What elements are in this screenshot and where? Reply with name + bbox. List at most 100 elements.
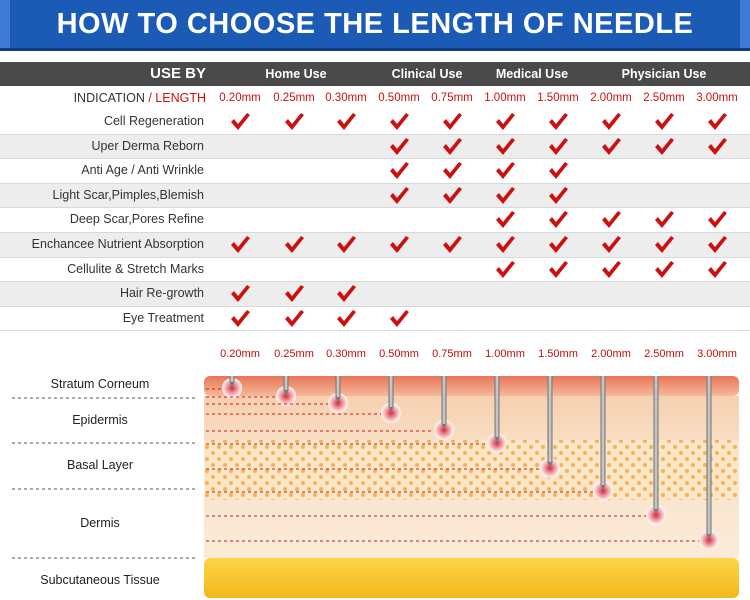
row-divider (0, 182, 750, 184)
layer-dividers (12, 397, 196, 559)
needle-tip (229, 382, 235, 388)
check-icon (653, 136, 675, 158)
indication-label: Deep Scar,Pores Refine (69, 212, 204, 227)
check-icon (229, 234, 251, 256)
check-icon (229, 111, 251, 133)
check-icon (653, 234, 675, 256)
check-icon (388, 160, 410, 182)
group-physician-use: Physician Use (621, 67, 707, 81)
needle-length-label: 1.00mm (485, 348, 525, 360)
needle-icon (206, 376, 719, 550)
needle-tip (441, 424, 447, 430)
check-icon (547, 259, 569, 281)
indication-label: Cellulite & Stretch Marks (67, 261, 204, 276)
check-icon (441, 160, 463, 182)
check-icon (229, 308, 251, 330)
check-icon (388, 111, 410, 133)
check-icon (547, 160, 569, 182)
check-icon (283, 308, 305, 330)
check-icon (653, 259, 675, 281)
check-icon (547, 111, 569, 133)
check-icon (547, 136, 569, 158)
needle-tip (600, 485, 606, 491)
row-divider (0, 330, 750, 332)
row-divider (0, 207, 750, 209)
check-icon (600, 136, 622, 158)
indication-length-row: INDICATION / LENGTH 0.20mm 0.25mm 0.30mm 0.… (0, 88, 750, 109)
check-icon (335, 234, 357, 256)
check-icon (229, 283, 251, 305)
check-icon (335, 283, 357, 305)
check-icon (283, 234, 305, 256)
check-icon (335, 111, 357, 133)
check-icon (547, 185, 569, 207)
needle-length-label: 0.20mm (220, 348, 260, 360)
check-icon (388, 234, 410, 256)
group-medical-use: Medical Use (495, 67, 569, 81)
needle-shaft (494, 376, 500, 437)
needle-icon (206, 376, 242, 398)
needle-icon (206, 376, 560, 478)
layer-label-epidermis: Epidermis (72, 413, 128, 427)
needle-icon (206, 376, 348, 413)
group-clinical-use: Clinical Use (391, 67, 463, 81)
indication-label: Eye Treatment (122, 310, 204, 325)
length-header: 2.50mm (643, 92, 685, 104)
table-header: USE BY Home Use Clinical Use Medical Use… (0, 62, 750, 86)
check-icon (494, 160, 516, 182)
epidermis-layer (204, 396, 739, 440)
check-icon (706, 209, 728, 231)
check-icon (494, 209, 516, 231)
needle-length-label: 0.50mm (379, 348, 419, 360)
layer-label-dermis: Dermis (80, 516, 120, 530)
length-header: 0.50mm (378, 92, 420, 104)
length-header: 2.00mm (590, 92, 632, 104)
table-row: Eye Treatment (0, 307, 750, 331)
needle-tip (335, 397, 341, 403)
layer-label-basal-layer: Basal Layer (66, 458, 133, 472)
needle-shaft (600, 376, 606, 485)
check-icon (653, 209, 675, 231)
needle-icon (206, 376, 666, 525)
page-title: HOW TO CHOOSE THE LENGTH OF NEEDLE (56, 7, 694, 40)
table-row: Light Scar,Pimples,Blemish (0, 183, 750, 208)
subcutaneous-layer (204, 558, 739, 598)
length-label: LENGTH (155, 91, 206, 105)
table-row: Enchancee Nutrient Absorption (0, 233, 750, 257)
needle-length-label: 1.50mm (538, 348, 578, 360)
row-divider (0, 305, 750, 307)
check-icon (335, 308, 357, 330)
skin-layers (204, 376, 739, 598)
needle-shaft (653, 376, 659, 509)
length-header: 1.00mm (484, 92, 526, 104)
length-header: 3.00mm (696, 92, 738, 104)
needle-shaft (335, 376, 341, 397)
indication-label: Uper Derma Reborn (91, 138, 204, 153)
needle-tip (706, 534, 712, 540)
needle-length-label: 0.75mm (432, 348, 472, 360)
check-icon (494, 185, 516, 207)
check-icon (706, 111, 728, 133)
indication-length-label: INDICATION / LENGTH (0, 91, 206, 105)
length-header: 0.25mm (273, 92, 315, 104)
row-divider (0, 281, 750, 283)
check-icon (706, 259, 728, 281)
indication-label: Cell Regeneration (103, 114, 204, 128)
length-header: 0.75mm (431, 92, 473, 104)
check-icon (388, 136, 410, 158)
needle-tip (547, 462, 553, 468)
check-icon (706, 136, 728, 158)
table-row: Cell Regeneration (0, 110, 750, 134)
check-icon (441, 136, 463, 158)
check-icon (494, 234, 516, 256)
check-icon (653, 111, 675, 133)
use-by-label: USE BY (150, 65, 206, 82)
needle-shaft (283, 376, 289, 390)
needle-icon (206, 376, 613, 501)
indication-label: Light Scar,Pimples,Blemish (52, 187, 204, 202)
check-icon (600, 111, 622, 133)
row-divider (0, 133, 750, 135)
indication-label: INDICATION (73, 91, 145, 105)
length-header: 0.20mm (219, 92, 261, 104)
